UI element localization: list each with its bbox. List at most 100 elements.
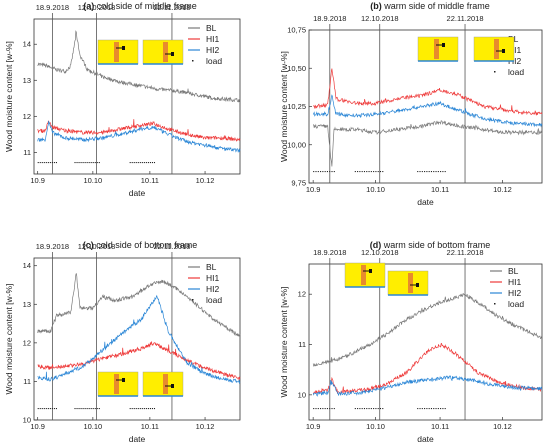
load-marker — [333, 171, 335, 173]
chart-panel-3: (d) warm side of bottom frame 10 11 12 10.9 1… — [279, 240, 543, 444]
load-marker — [359, 408, 361, 410]
load-marker — [419, 171, 421, 173]
load-marker — [78, 408, 80, 410]
load-marker — [143, 162, 145, 164]
load-marker — [129, 162, 131, 164]
y-tick-label: 10,50 — [287, 64, 306, 73]
x-tick-label: 10.9 — [30, 176, 45, 185]
load-marker — [133, 408, 135, 410]
series-line-HI1 — [312, 342, 543, 395]
event-label: 22.11.2018 — [447, 248, 484, 257]
load-marker — [84, 162, 86, 164]
legend-label-load: load — [508, 67, 524, 77]
load-marker — [49, 408, 51, 410]
load-marker — [435, 171, 437, 173]
load-marker — [39, 162, 41, 164]
load-marker — [382, 171, 384, 173]
load-marker — [86, 162, 88, 164]
series-line-BL — [312, 293, 543, 367]
legend-label-HI2: HI2 — [508, 288, 522, 298]
load-marker — [94, 408, 96, 410]
legend-label-load: load — [206, 295, 222, 305]
load-marker — [354, 171, 356, 173]
y-tick-label: 13 — [23, 300, 31, 309]
load-marker — [135, 408, 137, 410]
load-marker — [442, 408, 444, 410]
y-tick-label: 12 — [298, 290, 306, 299]
x-tick-label: 10.12 — [493, 422, 512, 431]
x-tick-label: 10.9 — [306, 422, 321, 431]
load-marker — [430, 171, 433, 173]
load-marker — [43, 408, 45, 410]
chart-title: (b) warm side of middle frame — [370, 1, 490, 11]
y-tick-label: 14 — [23, 261, 31, 270]
load-marker — [357, 171, 359, 173]
load-marker — [331, 171, 333, 173]
load-marker — [329, 171, 331, 173]
event-label: 18.9.2018 — [36, 3, 69, 12]
inset-schematic — [142, 371, 184, 397]
inset-schematic — [417, 36, 459, 62]
load-marker — [45, 162, 47, 164]
load-marker — [315, 171, 317, 173]
y-tick-label: 10,00 — [287, 140, 306, 149]
load-marker — [45, 408, 47, 410]
inset-marker-head — [416, 283, 419, 287]
inset-frame-bar — [163, 42, 168, 62]
load-marker — [55, 408, 57, 410]
x-tick-label: 10.12 — [493, 185, 512, 194]
load-marker — [444, 408, 446, 410]
load-marker — [317, 408, 319, 410]
load-marker — [435, 408, 437, 410]
load-marker — [153, 162, 156, 164]
load-marker — [49, 162, 51, 164]
load-marker — [421, 408, 423, 410]
load-marker — [379, 408, 382, 410]
inset-marker-head — [122, 46, 125, 50]
load-marker — [375, 408, 377, 410]
load-marker — [47, 162, 49, 164]
panel-title-text: cold side of middle frame — [94, 1, 197, 11]
event-label: 12.10.2018 — [78, 242, 116, 251]
load-marker — [151, 408, 153, 410]
x-axis-label: date — [417, 434, 434, 444]
inset-frame-bar — [114, 42, 119, 62]
load-marker — [440, 408, 442, 410]
load-marker — [419, 408, 421, 410]
load-marker — [147, 162, 149, 164]
load-marker — [145, 162, 147, 164]
load-marker — [326, 408, 328, 410]
load-marker — [359, 171, 361, 173]
series-line-HI1 — [313, 68, 543, 116]
load-marker — [433, 171, 435, 173]
load-marker — [329, 408, 331, 410]
panel-label: (a) — [83, 1, 94, 11]
load-marker — [428, 171, 430, 173]
inset-schematic — [387, 270, 429, 296]
event-label: 12.10.2018 — [361, 248, 399, 257]
load-marker — [440, 171, 442, 173]
load-marker — [129, 408, 131, 410]
x-tick-label: 10.9 — [30, 422, 45, 431]
x-tick-label: 10.9 — [306, 185, 321, 194]
inset-marker-head — [502, 49, 505, 53]
x-tick-label: 10.10 — [366, 422, 385, 431]
load-marker — [96, 408, 98, 410]
load-marker — [37, 162, 39, 164]
x-tick-label: 10.11 — [141, 176, 159, 185]
x-tick-label: 10.12 — [196, 422, 215, 431]
y-tick-label: 12 — [23, 112, 31, 121]
x-tick-label: 10.11 — [141, 422, 159, 431]
inset-marker-head — [122, 378, 125, 382]
load-marker — [53, 408, 55, 410]
legend-load-marker — [494, 303, 496, 305]
legend-label-load: load — [508, 299, 524, 309]
load-marker — [357, 408, 359, 410]
chart-panel-0: (a) cold side of middle frame 11 12 13 14 10.… — [4, 1, 241, 198]
legend-label-BL: BL — [206, 262, 217, 272]
load-marker — [88, 162, 90, 164]
load-marker — [76, 162, 78, 164]
inset-marker-head — [369, 269, 372, 273]
load-marker — [149, 162, 151, 164]
load-marker — [92, 162, 94, 164]
